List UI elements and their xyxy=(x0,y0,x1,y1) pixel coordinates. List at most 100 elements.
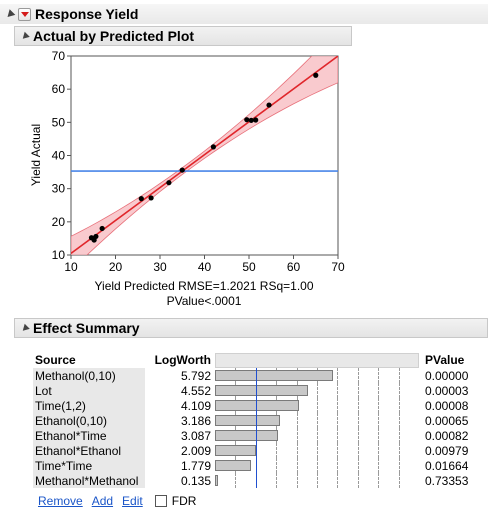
bar-reference-line xyxy=(255,398,257,413)
header-pvalue[interactable]: PValue xyxy=(419,351,473,368)
y-tick-label: 40 xyxy=(52,149,66,163)
effect-source: Methanol*Methanol xyxy=(33,473,145,488)
data-point xyxy=(313,72,319,78)
effect-pvalue: 0.00000 xyxy=(425,368,469,383)
effect-row[interactable]: Time*Time 1.779 0.01664 xyxy=(33,458,473,473)
logworth-bar xyxy=(215,370,334,381)
bar-gridline xyxy=(317,473,318,488)
bar-gridline xyxy=(378,368,380,383)
bar-gridline xyxy=(235,473,237,488)
effect-summary-table: Source LogWorth PValue Methanol(0,10) 5.7… xyxy=(33,351,473,488)
effect-pvalue: 0.00979 xyxy=(425,443,469,458)
bar-gridline xyxy=(337,398,339,413)
logworth-bar xyxy=(215,385,308,396)
data-point xyxy=(244,117,250,123)
bar-gridline xyxy=(378,443,380,458)
effect-row[interactable]: Ethanol*Ethanol 2.009 0.00979 xyxy=(33,443,473,458)
bar-gridline xyxy=(378,398,380,413)
x-tick-label: 70 xyxy=(331,260,345,274)
header-logworth[interactable]: LogWorth xyxy=(145,351,215,368)
bar-gridline xyxy=(317,458,318,473)
bar-gridline xyxy=(357,443,359,458)
effect-table-body: Methanol(0,10) 5.792 0.00000 Lot 4.552 0.0000… xyxy=(33,368,473,488)
data-point xyxy=(248,117,254,123)
effect-bar-cell xyxy=(215,413,419,428)
remove-link[interactable]: Remove xyxy=(38,494,83,508)
y-tick-label: 20 xyxy=(52,215,66,229)
disclosure-triangle-icon[interactable] xyxy=(20,323,30,333)
logworth-bar xyxy=(215,445,256,456)
bar-gridline xyxy=(276,473,278,488)
red-triangle-menu-icon[interactable] xyxy=(18,7,31,21)
effect-row[interactable]: Methanol(0,10) 5.792 0.00000 xyxy=(33,368,473,383)
logworth-bar xyxy=(215,400,299,411)
effect-row[interactable]: Methanol*Methanol 0.135 0.73353 xyxy=(33,473,473,488)
bar-gridline xyxy=(378,383,380,398)
effect-logworth: 4.109 xyxy=(180,398,211,413)
bar-gridline xyxy=(398,458,400,473)
effect-row[interactable]: Ethanol*Time 3.087 0.00082 xyxy=(33,428,473,443)
bar-gridline xyxy=(276,458,278,473)
edit-link[interactable]: Edit xyxy=(122,494,143,508)
effect-pvalue: 0.73353 xyxy=(425,473,469,488)
bar-reference-line xyxy=(255,413,257,428)
bar-gridline xyxy=(378,428,380,443)
effects-section-header: Effect Summary xyxy=(14,318,488,338)
bar-gridline xyxy=(337,368,339,383)
y-tick-label: 10 xyxy=(52,248,66,262)
x-tick-label: 30 xyxy=(153,260,167,274)
effect-row[interactable]: Lot 4.552 0.00003 xyxy=(33,383,473,398)
fdr-checkbox[interactable] xyxy=(154,495,167,507)
bar-gridline xyxy=(357,383,359,398)
effect-logworth: 3.186 xyxy=(180,413,211,428)
data-point xyxy=(99,225,105,232)
data-point xyxy=(210,144,216,150)
bar-gridline xyxy=(398,473,400,488)
data-point xyxy=(148,195,154,201)
effect-row[interactable]: Ethanol(0,10) 3.186 0.00065 xyxy=(33,413,473,428)
data-point xyxy=(253,117,259,123)
bar-gridline xyxy=(357,368,359,383)
add-link[interactable]: Add xyxy=(91,494,114,508)
plot-section-header: Actual by Predicted Plot xyxy=(14,26,352,46)
effect-row[interactable]: Time(1,2) 4.109 0.00008 xyxy=(33,398,473,413)
bar-gridline xyxy=(317,428,318,443)
effect-logworth: 5.792 xyxy=(180,368,211,383)
effect-bar-cell xyxy=(215,443,419,458)
bar-gridline xyxy=(357,428,359,443)
effect-logworth: 1.779 xyxy=(180,458,211,473)
effect-source: Time*Time xyxy=(33,458,145,473)
effect-source: Ethanol(0,10) xyxy=(33,413,145,428)
effect-bar-cell xyxy=(215,398,419,413)
bar-gridline xyxy=(296,443,298,458)
bar-reference-line xyxy=(255,473,257,488)
bar-gridline xyxy=(398,398,400,413)
bar-gridline xyxy=(357,398,359,413)
effect-logworth: 0.135 xyxy=(180,473,211,488)
report-title: Response Yield xyxy=(35,6,139,22)
effects-section-title: Effect Summary xyxy=(33,320,140,336)
bar-gridline xyxy=(398,413,400,428)
bar-reference-line xyxy=(255,443,257,458)
effect-source: Methanol(0,10) xyxy=(33,368,145,383)
bar-gridline xyxy=(317,398,318,413)
effect-bar-cell xyxy=(215,383,419,398)
x-axis-label: Yield Predicted RMSE=1.2021 RSq=1.00 xyxy=(94,279,314,293)
logworth-bar xyxy=(215,415,280,426)
bar-gridline xyxy=(398,443,400,458)
bar-gridline xyxy=(398,383,400,398)
data-point xyxy=(138,196,144,202)
bar-gridline xyxy=(296,473,298,488)
bar-reference-line xyxy=(255,458,257,473)
effect-bar-cell xyxy=(215,368,419,383)
effect-pvalue: 0.01664 xyxy=(425,458,469,473)
effect-source: Ethanol*Ethanol xyxy=(33,443,145,458)
effect-table-header: Source LogWorth PValue xyxy=(33,351,473,368)
bar-gridline xyxy=(357,413,359,428)
effect-actions: Remove Add Edit FDR xyxy=(38,494,196,508)
bar-gridline xyxy=(337,383,339,398)
bar-reference-line xyxy=(255,368,257,383)
header-source[interactable]: Source xyxy=(33,351,145,368)
effect-pvalue: 0.00065 xyxy=(425,413,469,428)
effect-source: Time(1,2) xyxy=(33,398,145,413)
